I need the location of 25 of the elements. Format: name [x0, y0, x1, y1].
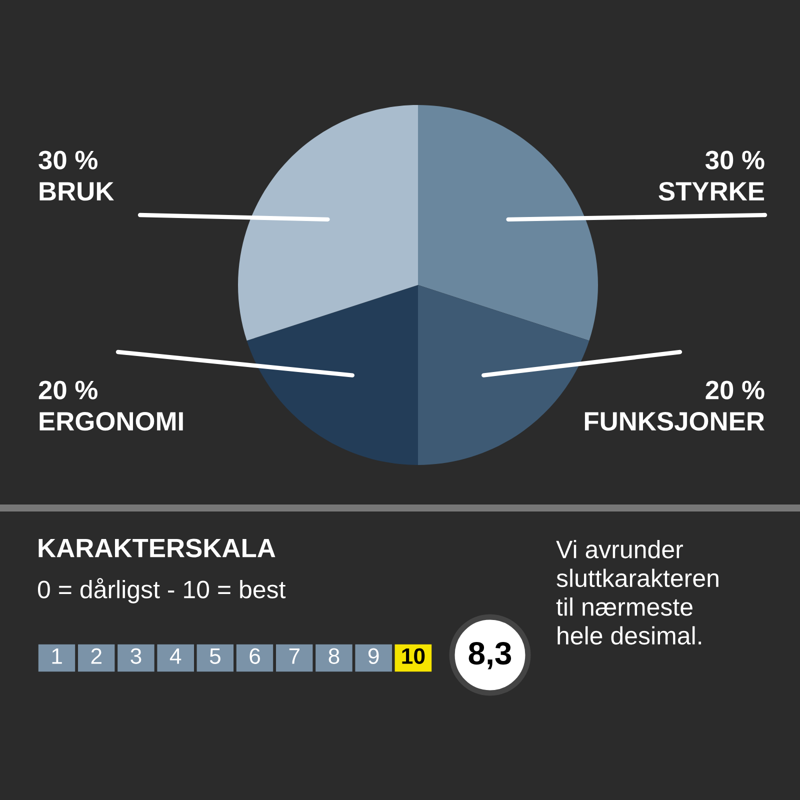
data-label: 20 % [706, 380, 764, 400]
slice-label: ERGONOMI [40, 412, 183, 431]
data-label: 4 [170, 648, 182, 664]
data-label: 9 [368, 648, 379, 664]
pie-slice [238, 105, 418, 341]
slice-label: STYRKE [658, 182, 764, 201]
data-label: 1 [52, 648, 62, 664]
data-label: 20 % [38, 380, 98, 400]
text: 0 = dårligst - 10 = best [38, 578, 286, 604]
pie-slice [246, 285, 418, 465]
slice-label: FUNKSJONER [584, 412, 764, 431]
data-label: 30 % [705, 150, 764, 170]
text: 8,3 [468, 642, 512, 670]
data-label: 6 [250, 648, 260, 664]
data-label: 2 [91, 648, 102, 664]
data-label: 3 [130, 648, 142, 664]
text: KARAKTERSKALA [38, 538, 276, 558]
text: Vi avrunder sluttkarakteren til nærmeste hele desimal. [556, 540, 718, 645]
data-label: 30 % [38, 150, 98, 170]
data-label: 8 [328, 648, 340, 664]
data-label: 7 [289, 648, 300, 664]
pie-slice [418, 105, 598, 341]
data-label: 10 [402, 648, 425, 664]
data-label: 5 [210, 648, 220, 664]
slice-label: BRUK [40, 182, 114, 201]
